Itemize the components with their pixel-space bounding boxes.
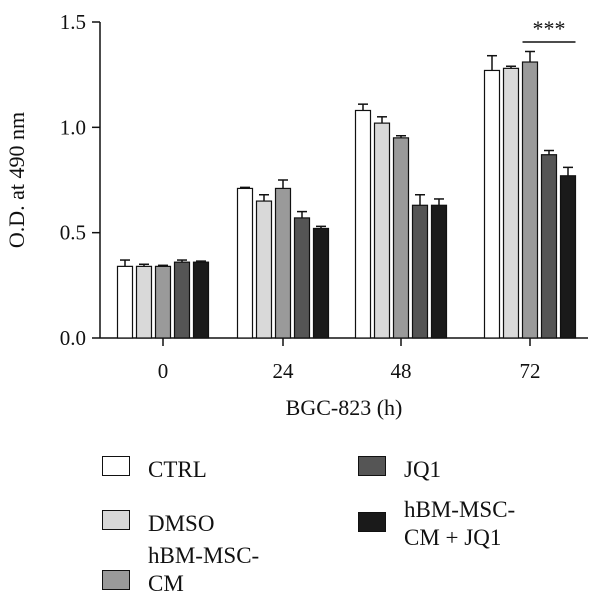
legend-swatch-dmso bbox=[102, 510, 130, 530]
bars bbox=[116, 50, 577, 339]
x-tick-label: 0 bbox=[158, 359, 169, 383]
legend-swatch-hbm-msc-cm bbox=[102, 570, 130, 590]
legend-swatch-jq1 bbox=[358, 456, 386, 476]
y-tick-label: 0.5 bbox=[60, 221, 86, 245]
y-tick-label: 1.0 bbox=[60, 115, 86, 139]
x-tick-label: 72 bbox=[520, 359, 541, 383]
y-tick-label: 0.0 bbox=[60, 326, 86, 350]
y-tick-label: 1.5 bbox=[60, 10, 86, 34]
bar bbox=[430, 204, 448, 339]
bar bbox=[192, 261, 210, 339]
bar bbox=[236, 187, 254, 339]
bar bbox=[135, 265, 153, 339]
legend-item-ctrl: CTRL bbox=[102, 456, 298, 484]
bar bbox=[392, 137, 410, 339]
bar bbox=[373, 122, 391, 339]
bar bbox=[502, 67, 520, 339]
bar bbox=[354, 109, 372, 339]
legend-item-dmso: DMSO bbox=[102, 510, 298, 538]
x-axis-title: BGC-823 (h) bbox=[286, 395, 403, 420]
bar bbox=[154, 265, 172, 339]
legend-item-hbm-msc-cm: hBM-MSC- CM bbox=[102, 542, 298, 598]
bar bbox=[293, 217, 311, 339]
bar bbox=[173, 261, 191, 339]
bar bbox=[521, 61, 539, 339]
legend-item-hbm-msc-cm-jq1: hBM-MSC- CM + JQ1 bbox=[358, 496, 554, 552]
x-tick-label: 48 bbox=[391, 359, 412, 383]
bar bbox=[559, 175, 577, 339]
bar bbox=[411, 204, 429, 339]
bar-chart: 0.0 0.5 1.0 1.5 0 24 48 72 *** BGC-823 (h) O.D. at… bbox=[4, 10, 588, 420]
legend-label-dmso: DMSO bbox=[148, 511, 215, 536]
legend-label-ctrl: CTRL bbox=[148, 457, 207, 482]
significance-label: *** bbox=[533, 16, 566, 41]
bar bbox=[540, 154, 558, 339]
bar bbox=[255, 200, 273, 339]
bar bbox=[483, 69, 501, 339]
legend-swatch-hbm-msc-cm-jq1 bbox=[358, 512, 386, 532]
legend-swatch-ctrl bbox=[102, 456, 130, 476]
legend-label-hbm-msc-cm: hBM-MSC- CM bbox=[148, 543, 260, 596]
legend-label-hbm-msc-cm-jq1: hBM-MSC- CM + JQ1 bbox=[404, 497, 516, 550]
bar bbox=[312, 227, 330, 339]
y-axis-title: O.D. at 490 nm bbox=[4, 112, 29, 248]
legend-item-jq1: JQ1 bbox=[358, 456, 554, 484]
axis-labels: 0.0 0.5 1.0 1.5 0 24 48 72 *** BGC-823 (h) O.D. at… bbox=[4, 10, 576, 420]
legend: CTRL DMSO hBM-MSC- CM JQ1 hBM-MSC- CM + … bbox=[0, 440, 600, 610]
bar bbox=[274, 187, 292, 339]
x-tick-label: 24 bbox=[273, 359, 295, 383]
bar bbox=[116, 265, 134, 339]
legend-label-jq1: JQ1 bbox=[404, 457, 442, 482]
